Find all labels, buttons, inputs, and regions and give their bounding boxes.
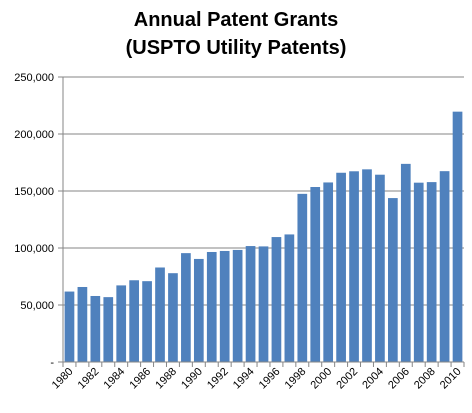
x-tick-label: 1998 [283, 366, 309, 392]
bar-2004 [375, 174, 385, 362]
bar-1985 [129, 280, 139, 362]
y-tick-label: 250,000 [14, 72, 54, 84]
bar-2006 [400, 163, 411, 362]
x-tick-label: 1986 [127, 366, 153, 392]
bar-2003 [362, 169, 372, 362]
bar-1984 [116, 285, 127, 362]
x-tick-label: 1994 [231, 366, 257, 392]
bar-1981 [77, 286, 88, 362]
bar-1989 [181, 253, 191, 362]
x-tick-label: 2006 [386, 366, 412, 392]
bar-2005 [388, 198, 398, 362]
bar-1998 [297, 193, 308, 362]
bar-2002 [349, 171, 359, 362]
bar-1982 [90, 295, 101, 362]
bar-1988 [168, 273, 178, 362]
y-tick-label: - [50, 357, 54, 369]
bar-1996 [271, 237, 282, 362]
bar-1991 [206, 251, 217, 362]
y-tick-label: 150,000 [14, 186, 54, 198]
bar-series [64, 111, 463, 362]
bar-1997 [284, 234, 295, 362]
bar-1992 [219, 250, 230, 362]
x-tick-label: 1984 [102, 366, 128, 392]
bar-1983 [103, 297, 114, 362]
bar-1999 [310, 187, 321, 362]
y-tick-label: 100,000 [14, 243, 54, 255]
x-tick-label: 2000 [309, 366, 335, 392]
x-tick-label: 2010 [438, 366, 464, 392]
y-tick-label: 200,000 [14, 129, 54, 141]
chart-title-line-1: Annual Patent Grants [134, 9, 338, 31]
bar-1995 [258, 246, 269, 362]
x-tick-label: 1992 [205, 366, 231, 392]
bar-1994 [245, 246, 256, 362]
bar-1990 [193, 258, 204, 362]
x-axis-ticks: 1980 1982 1984 1986 1988 1990 1992 1994 1996 1998… [50, 362, 465, 392]
bar-2001 [336, 172, 346, 362]
x-tick-label: 1988 [153, 366, 179, 392]
x-tick-label: 1990 [179, 366, 205, 392]
x-tick-label: 2004 [360, 366, 386, 392]
y-axis-ticks: - 50,000 100,000 150,000 200,000 250,000 [14, 72, 63, 369]
bar-1986 [142, 281, 152, 362]
bar-2007 [413, 182, 424, 362]
y-tick-label: 50,000 [20, 300, 54, 312]
x-tick-label: 1996 [257, 366, 283, 392]
bar-1987 [155, 267, 165, 362]
x-tick-label: 2002 [334, 366, 360, 392]
x-tick-label: 1982 [76, 366, 102, 392]
bar-1993 [232, 249, 243, 362]
x-tick-label: 2008 [412, 366, 438, 392]
bar-1980 [64, 291, 75, 362]
bar-2009 [439, 171, 450, 362]
bar-2000 [323, 182, 334, 362]
chart-title-line-2: (USPTO Utility Patents) [126, 37, 347, 59]
bar-2008 [426, 182, 437, 362]
bar-2010 [452, 111, 463, 362]
x-tick-label: 1980 [50, 366, 76, 392]
